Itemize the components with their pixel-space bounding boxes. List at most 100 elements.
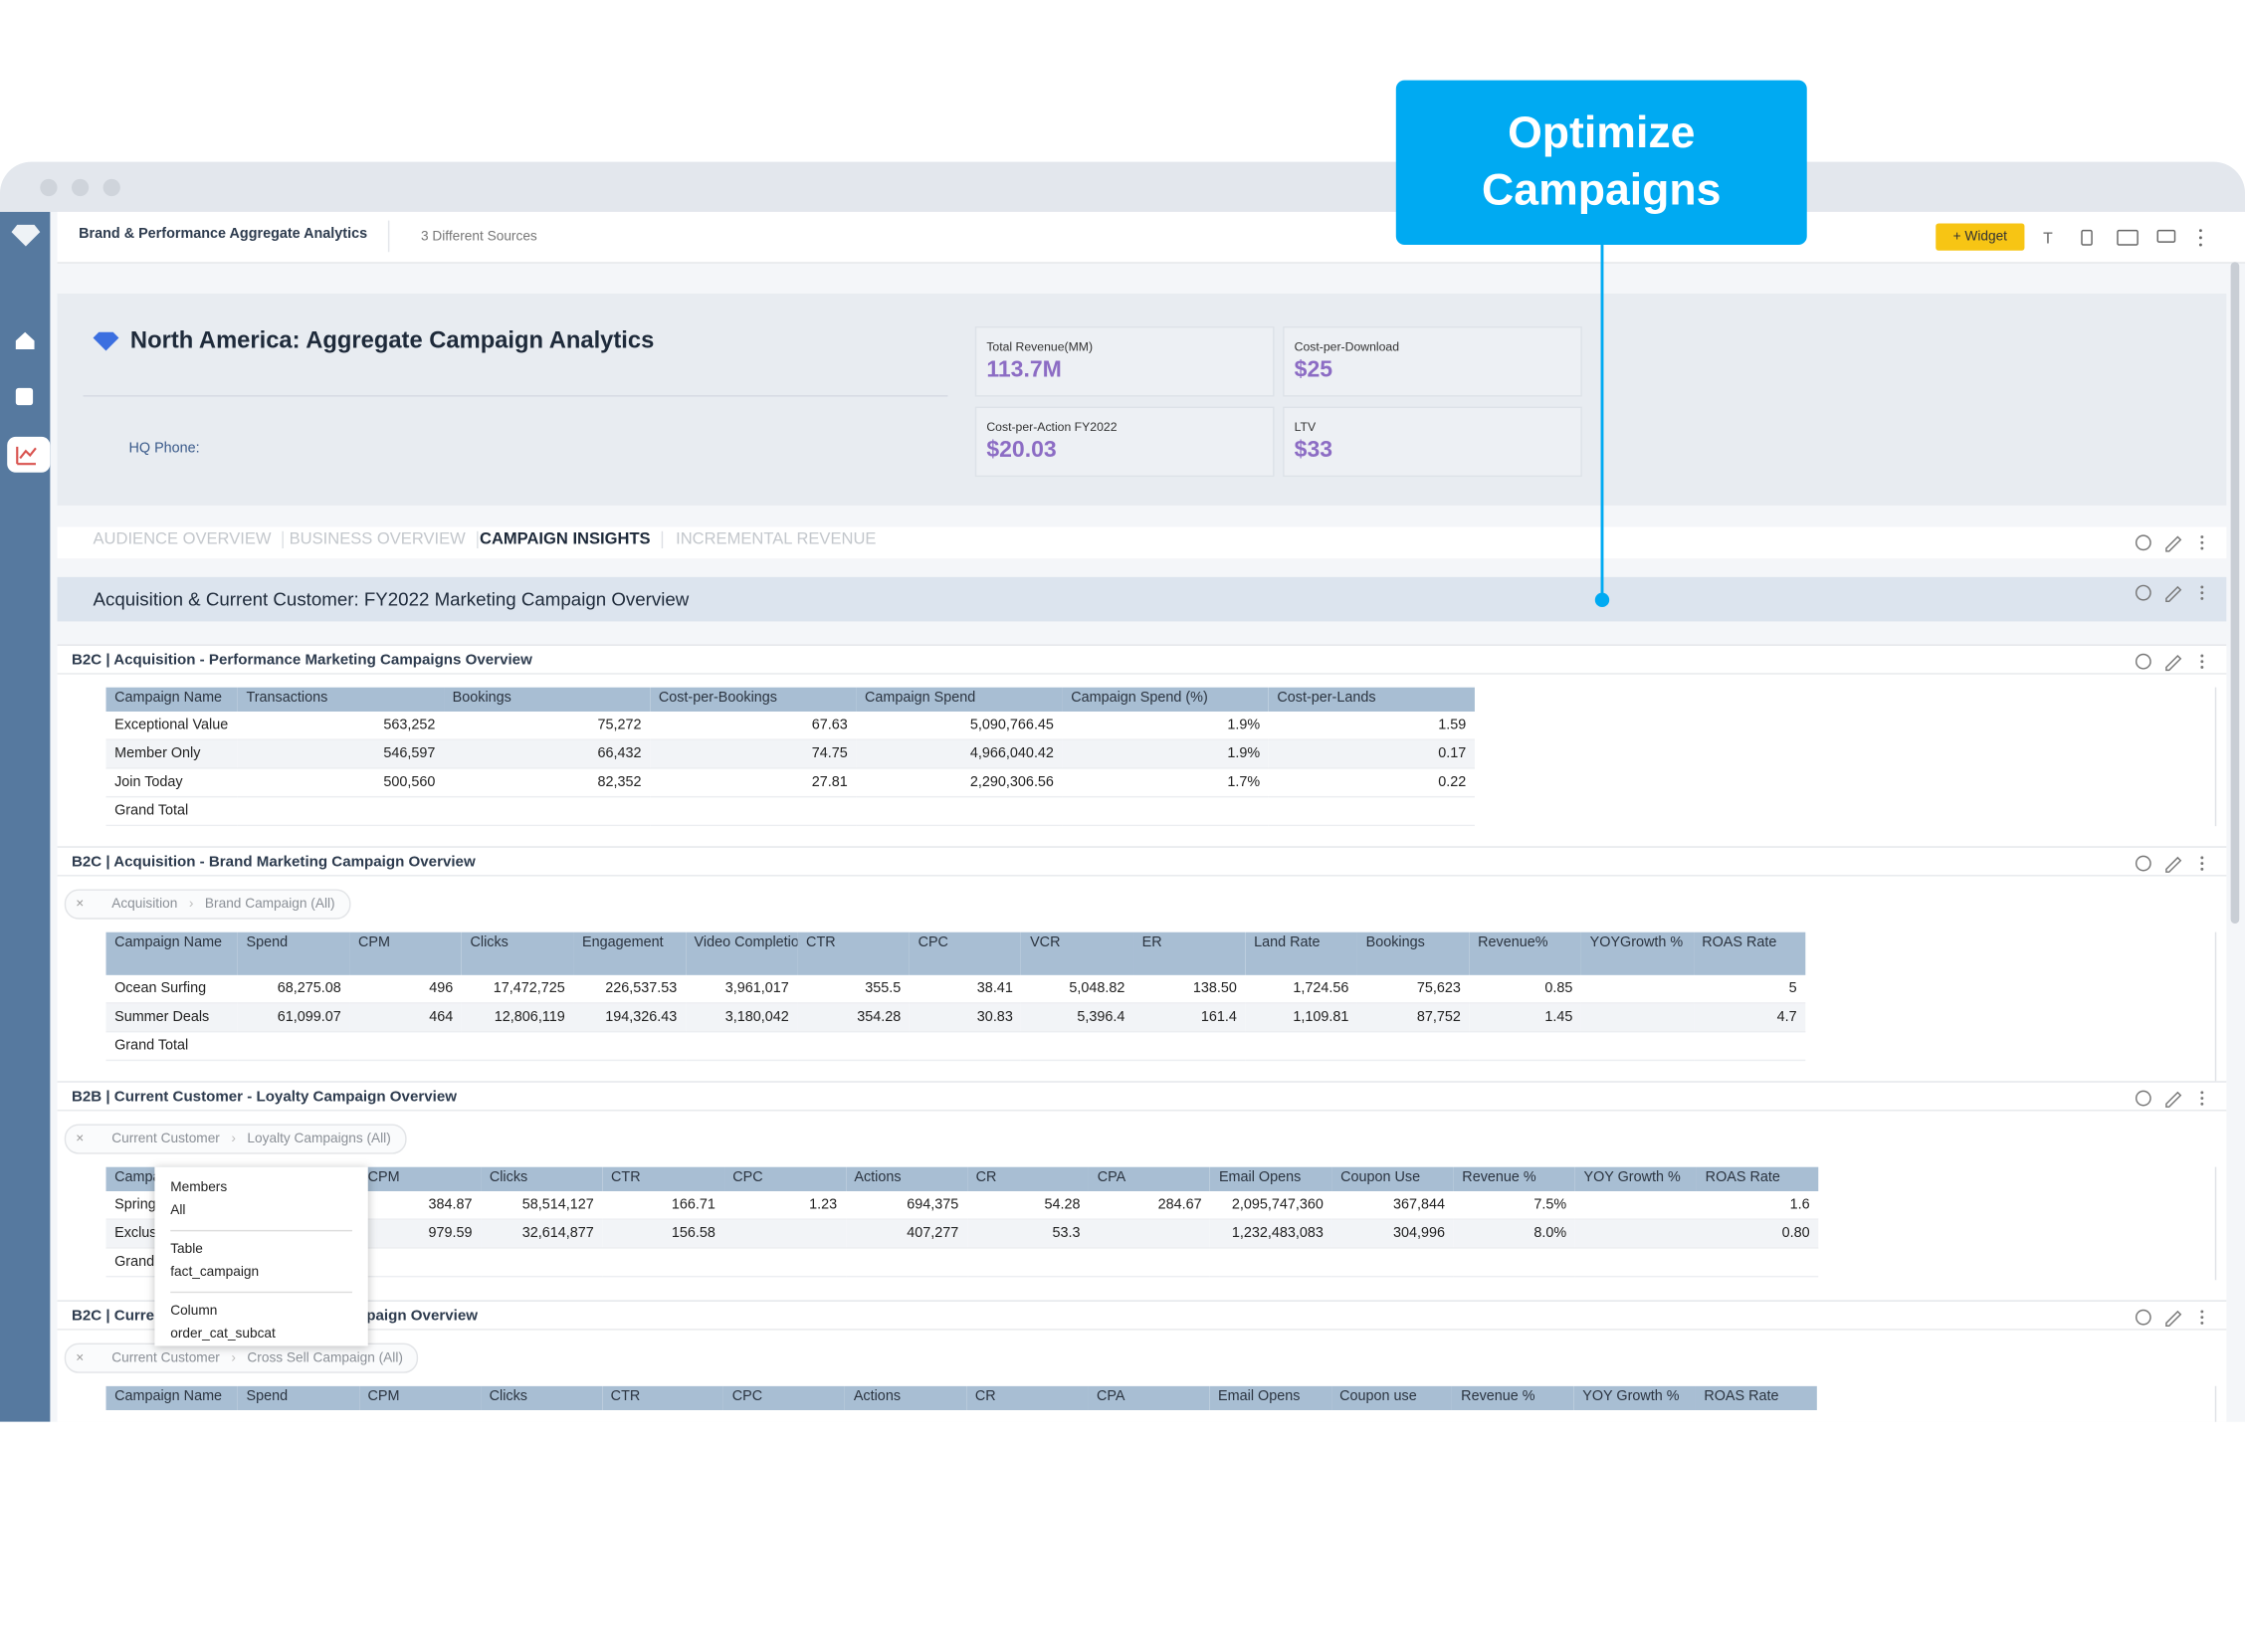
menu-icon[interactable]: [2198, 243, 2202, 247]
widget-button[interactable]: + Widget: [1936, 223, 2025, 251]
edit-icon[interactable]: [2165, 585, 2182, 603]
tab[interactable]: CAMPAIGN INSIGHTS: [480, 530, 664, 549]
column-header: CPC: [723, 1166, 846, 1192]
tooltip-value: order_cat_subcat: [170, 1326, 276, 1342]
hq-phone: HQ Phone:: [128, 441, 200, 457]
column-header: CPM: [358, 1385, 481, 1411]
edit-icon[interactable]: [2165, 654, 2182, 672]
panel-title: B2B | Current Customer - Loyalty Campaig…: [71, 1088, 457, 1106]
info-icon[interactable]: [2135, 534, 2151, 551]
cell: 384.87: [359, 1191, 482, 1220]
cell: 496: [349, 974, 462, 1004]
panel: B2B | Current Customer - Loyalty Campaig…: [57, 1081, 2227, 1302]
scrollbar[interactable]: [2230, 262, 2240, 925]
cell: 75,272: [444, 712, 651, 740]
cell: 1.9%: [1062, 712, 1269, 740]
menu-icon[interactable]: [2200, 1310, 2204, 1325]
app-title: Brand & Performance Aggregate Analytics: [79, 226, 368, 243]
cell: [481, 1247, 603, 1278]
total-label: Grand Total: [105, 795, 238, 827]
table-wrap: Campaign NameSpendCPMClicksCTRCPCActions…: [105, 1166, 2217, 1281]
cell: 5,048.82: [1021, 974, 1133, 1004]
cell: 2,290,306.56: [856, 767, 1063, 798]
text-icon[interactable]: T: [2043, 231, 2053, 248]
column-header: CTR: [602, 1385, 724, 1411]
edit-icon[interactable]: [2165, 856, 2182, 873]
pdf-icon[interactable]: [2117, 229, 2139, 246]
present-icon[interactable]: [2156, 229, 2176, 243]
icons: [2135, 855, 2204, 873]
logo[interactable]: [11, 224, 41, 247]
column-header: CPC: [909, 931, 1022, 975]
cell: [237, 795, 445, 827]
cell: 0.17: [1268, 739, 1475, 769]
cell: [685, 1030, 798, 1062]
callout-dot: [1594, 592, 1610, 608]
sidebar-icons: [7, 224, 51, 473]
edit-icon[interactable]: [2165, 1091, 2182, 1108]
tooltip-label: Members: [170, 1179, 228, 1196]
panel-icons: [2135, 1308, 2215, 1335]
info-icon[interactable]: [2135, 653, 2151, 670]
menu-icon[interactable]: [2200, 654, 2204, 669]
cell: 30.83: [909, 1002, 1022, 1033]
dashboard-title: North America: Aggregate Campaign Analyt…: [129, 327, 655, 354]
filter-chip[interactable]: × Current Customer › Cross Sell Campaign (A…: [64, 1342, 419, 1373]
edit-icon[interactable]: [2165, 535, 2182, 552]
column-header: CPA: [1089, 1166, 1211, 1192]
window-dot[interactable]: [71, 178, 90, 197]
window-dot[interactable]: [102, 178, 120, 197]
info-icon[interactable]: [2135, 1090, 2151, 1107]
cell: 284.67: [1089, 1191, 1211, 1220]
cell: [1697, 1247, 1819, 1278]
cell: [1581, 974, 1694, 1004]
home-icon[interactable]: [15, 331, 35, 350]
cell: 1,109.81: [1245, 1002, 1358, 1033]
cell: [1331, 1247, 1454, 1278]
cell: [1089, 1219, 1211, 1249]
info-icon[interactable]: [2135, 584, 2151, 601]
info-icon[interactable]: [2135, 1309, 2151, 1326]
reports-icon[interactable]: [15, 387, 34, 406]
cell: 1.7%: [1062, 767, 1269, 798]
cell: [1574, 1219, 1698, 1249]
cell: 500,560: [237, 767, 445, 798]
tab[interactable]: INCREMENTAL REVENUE: [676, 530, 877, 549]
cell: [1693, 1030, 1806, 1062]
header-row: Campaign Name Transactions Bookings Cost-pe…: [105, 687, 1475, 713]
tab[interactable]: BUSINESS OVERVIEW: [290, 530, 479, 549]
menu-icon[interactable]: [2200, 535, 2204, 550]
cell: 1.6: [1697, 1191, 1819, 1220]
panel-icons: [2135, 854, 2215, 881]
filter-value: Cross Sell Campaign (All): [247, 1349, 403, 1366]
column-header: Campaign Name: [105, 687, 238, 713]
menu-icon[interactable]: [2200, 585, 2204, 600]
column-header: Clicks: [480, 1385, 603, 1411]
filter-chip[interactable]: × Acquisition › Brand Campaign (All): [64, 889, 351, 920]
edit-icon[interactable]: [2165, 1310, 2182, 1328]
column-header: Transactions: [237, 687, 445, 713]
menu-icon[interactable]: [2200, 1091, 2204, 1106]
cell: [845, 1247, 967, 1278]
cell: 138.50: [1132, 974, 1246, 1004]
window-dot[interactable]: [40, 178, 58, 197]
row: Join Today 500,560 82,352 27.81 2,290,306.56…: [105, 767, 1475, 798]
share-icon[interactable]: [2081, 229, 2093, 246]
divider: [57, 875, 2227, 877]
cell: 4.7: [1693, 1002, 1806, 1033]
menu-icon[interactable]: [2200, 856, 2204, 871]
icons: [2135, 1090, 2204, 1108]
cell: 82,352: [444, 767, 651, 798]
filter-chip[interactable]: × Current Customer › Loyalty Campaigns (All…: [64, 1124, 407, 1154]
column-header: Land Rate: [1245, 931, 1358, 975]
cell: 12,806,119: [461, 1002, 574, 1033]
widget-label[interactable]: Widget: [1964, 229, 2007, 246]
total-row: Grand Total: [105, 1247, 1819, 1278]
tab[interactable]: AUDIENCE OVERVIEW: [94, 530, 285, 549]
cell: 407,277: [845, 1219, 967, 1249]
info-icon[interactable]: [2135, 855, 2151, 872]
cell: 1.45: [1469, 1002, 1582, 1033]
column-header: Campaign Spend: [856, 687, 1063, 713]
